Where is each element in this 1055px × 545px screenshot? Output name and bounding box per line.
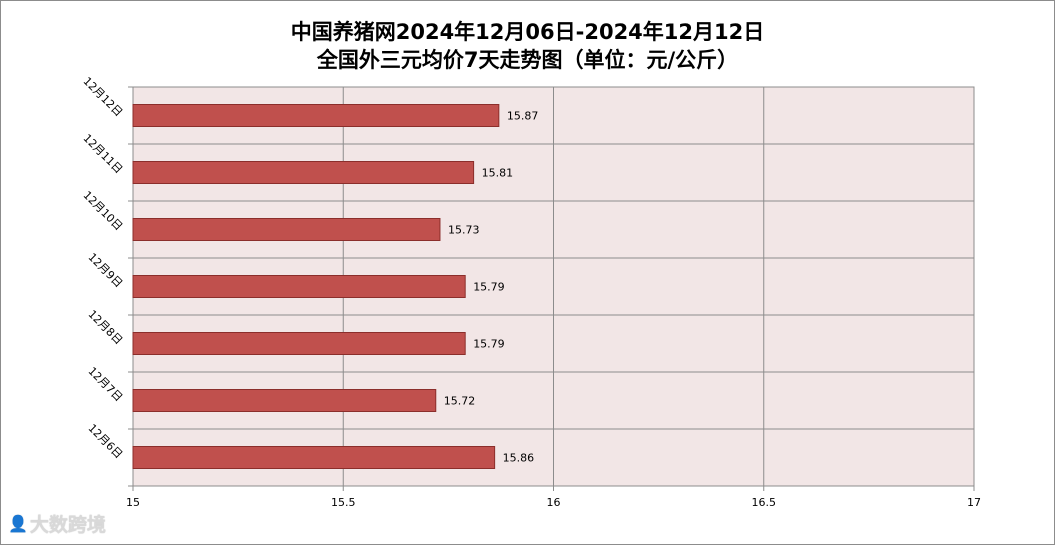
watermark-text: 大数跨境	[29, 514, 106, 536]
x-tick-label: 17	[967, 496, 981, 509]
bar	[132, 446, 496, 469]
data-label: 15.73	[448, 224, 480, 237]
y-category-label: 12月12日	[81, 75, 126, 120]
y-category-label: 12月10日	[81, 189, 126, 234]
y-category-label: 12月11日	[81, 132, 126, 177]
data-label: 15.87	[507, 110, 538, 123]
bar	[132, 275, 466, 298]
y-category-label: 12月6日	[85, 422, 125, 462]
bar	[132, 389, 437, 412]
y-category-label: 12月8日	[85, 308, 125, 348]
y-category-label: 12月7日	[85, 365, 125, 405]
bar	[132, 332, 466, 355]
data-label: 15.79	[473, 281, 505, 294]
x-tick-label: 15	[126, 496, 140, 509]
x-tick-label: 15.5	[331, 496, 356, 509]
data-label: 15.72	[444, 395, 476, 408]
bar	[132, 218, 441, 241]
chart-title-line1: 中国养猪网2024年12月06日-2024年12月12日	[290, 20, 765, 44]
data-label: 15.79	[473, 338, 505, 351]
x-tick-label: 16.5	[752, 496, 777, 509]
watermark-logo-icon: 👤	[8, 514, 28, 533]
data-label: 15.86	[503, 452, 535, 465]
bar	[132, 161, 475, 184]
chart-title: 中国养猪网2024年12月06日-2024年12月12日 全国外三元均价7天走势…	[0, 18, 1055, 74]
chart-title-line2: 全国外三元均价7天走势图（单位：元/公斤）	[316, 48, 739, 72]
x-tick-label: 16	[547, 496, 561, 509]
data-label: 15.81	[482, 167, 513, 180]
bar	[132, 104, 500, 127]
watermark: 👤 大数跨境	[8, 510, 106, 537]
y-category-label: 12月9日	[85, 251, 125, 291]
